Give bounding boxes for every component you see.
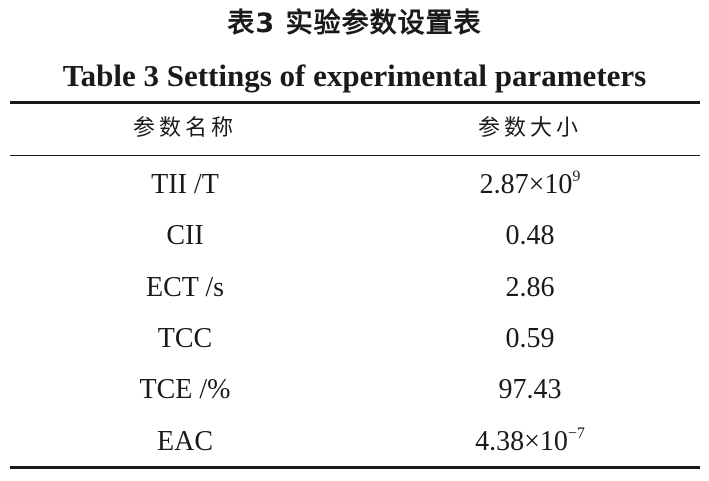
table-row: TII /T 2.87×109 (0, 159, 709, 211)
table-row: TCC 0.59 (0, 313, 709, 365)
parameter-name: EAC (157, 426, 213, 457)
value-base: 97.43 (498, 374, 562, 405)
parameter-value: 2.87×109 (400, 159, 660, 211)
table-row: CII 0.48 (0, 210, 709, 262)
column-header-parameter-value: 参数大小 (477, 116, 582, 141)
value-base: 0.59 (505, 323, 555, 354)
value-base: 0.48 (505, 220, 555, 251)
top-rule (10, 101, 700, 104)
bottom-rule (10, 466, 700, 469)
parameter-value: 0.48 (400, 210, 660, 262)
table-caption-chinese: 表3 实验参数设置表 (227, 8, 482, 39)
value-base: 2.87×10 (479, 169, 573, 200)
column-header-parameter-name: 参数名称 (132, 116, 237, 141)
value-base: 4.38×10 (475, 426, 568, 457)
parameter-name: TII /T (151, 169, 219, 200)
parameter-value: 97.43 (400, 364, 660, 416)
parameter-value: 0.59 (400, 313, 660, 365)
table-row: ECT /s 2.86 (0, 262, 709, 314)
parameter-name: TCE /% (139, 374, 231, 405)
table-row: EAC 4.38×10−7 (0, 416, 709, 468)
parameter-value: 4.38×10−7 (400, 416, 660, 468)
value-exponent: 9 (572, 168, 581, 185)
header-rule (10, 155, 700, 156)
parameter-name: CII (166, 220, 204, 251)
table-row: TCE /% 97.43 (0, 364, 709, 416)
table-caption-english: Table 3 Settings of experimental paramet… (62, 58, 647, 93)
parameter-name: TCC (157, 323, 213, 354)
value-exponent: −7 (567, 425, 585, 442)
value-base: 2.86 (505, 272, 555, 303)
parameter-name: ECT /s (145, 272, 225, 303)
parameter-value: 2.86 (400, 262, 660, 314)
